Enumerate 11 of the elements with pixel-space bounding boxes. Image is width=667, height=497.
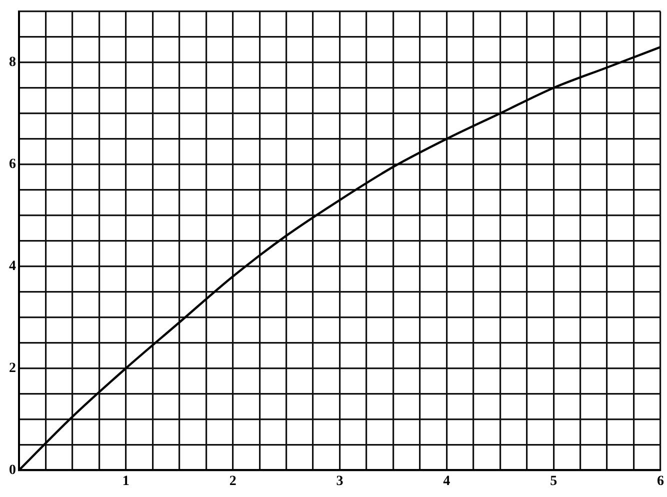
y-tick-label: 0 [9,462,16,478]
y-tick-label: 2 [9,360,16,376]
x-tick-label: 1 [122,474,130,490]
y-tick-label: 4 [9,258,16,274]
x-tick-label: 3 [336,474,344,490]
x-tick-label: 5 [550,474,558,490]
y-tick-label: 6 [9,156,16,172]
x-tick-label: 6 [657,474,664,490]
x-tick-label: 4 [443,474,450,490]
y-tick-label: 8 [9,54,16,70]
x-tick-label: 2 [229,474,236,490]
